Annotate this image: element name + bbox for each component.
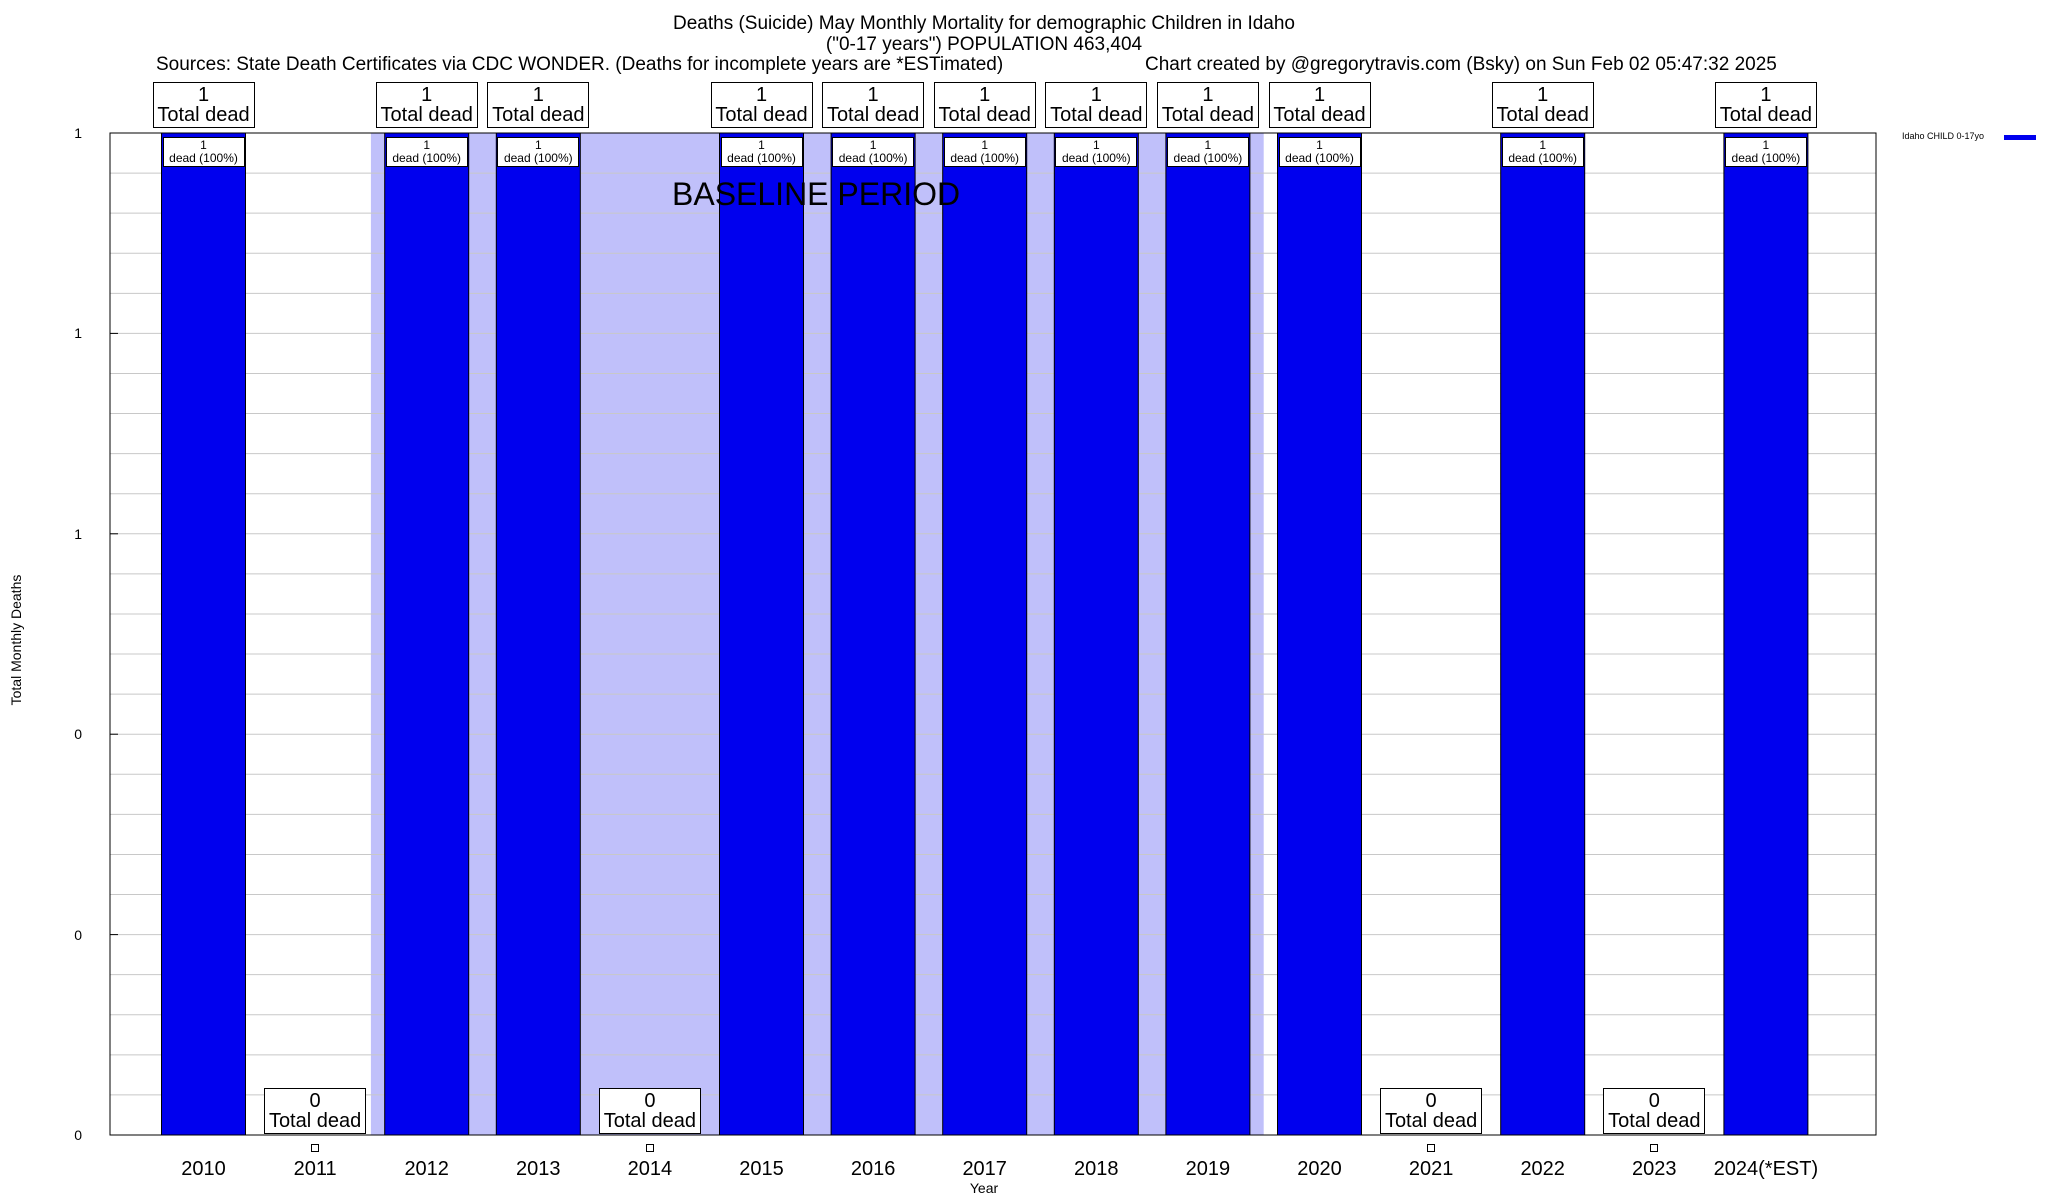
y-tick-label: 0 — [74, 1127, 82, 1143]
x-tick-label: 2023 — [1632, 1158, 1677, 1180]
bar-percent-label: 1 dead (100%) — [385, 137, 468, 167]
total-dead-label: 1 Total dead — [152, 82, 255, 128]
x-tick-label: 2017 — [962, 1158, 1007, 1180]
legend-label: Idaho CHILD 0-17yo — [1902, 131, 1985, 141]
bar-2013 — [495, 132, 581, 1136]
total-dead-label: 1 Total dead — [710, 82, 813, 128]
plot-frame — [109, 132, 1877, 1136]
baseline-period-annotation: BASELINE PERIOD — [672, 176, 961, 212]
x-tick-label: 2013 — [516, 1158, 561, 1180]
total-dead-label: 1 Total dead — [487, 82, 590, 128]
bar-2018 — [1053, 132, 1139, 1136]
total-dead-label: 0 Total dead — [1603, 1088, 1706, 1134]
chart-title-line1: Deaths (Suicide) May Monthly Mortality f… — [673, 13, 1295, 34]
bar-2012 — [384, 132, 470, 1136]
bar-2019 — [1165, 132, 1251, 1136]
bar-2020 — [1277, 132, 1362, 1136]
legend-swatch — [2004, 135, 2036, 140]
x-tick-label: 2015 — [739, 1158, 784, 1180]
x-tick-label: 2019 — [1185, 1158, 1231, 1180]
bar-2017 — [942, 132, 1028, 1136]
bar-percent-label: 1 dead (100%) — [1166, 137, 1249, 167]
bar-2024(*EST) — [1723, 132, 1809, 1136]
chart-sources: Sources: State Death Certificates via CD… — [156, 54, 1004, 75]
y-tick-label: 1 — [74, 325, 82, 342]
y-tick-label: 1 — [74, 525, 82, 542]
bar-percent-label: 1 dead (100%) — [1501, 137, 1584, 167]
x-tick-label: 2022 — [1520, 1158, 1565, 1180]
bar-percent-label: 1 dead (100%) — [832, 137, 915, 167]
x-tick-label: 2021 — [1408, 1158, 1454, 1180]
total-dead-label: 0 Total dead — [598, 1088, 701, 1134]
y-tick-label: 1 — [74, 125, 82, 141]
y-axis-label: Total Monthly Deaths — [8, 574, 24, 706]
total-dead-label: 1 Total dead — [1156, 82, 1259, 128]
total-dead-label: 1 Total dead — [933, 82, 1036, 128]
x-tick-label: 2012 — [404, 1158, 449, 1180]
y-tick-label: 0 — [74, 926, 82, 943]
chart-title-line2: ("0-17 years") POPULATION 463,404 — [825, 34, 1143, 55]
bar-2015 — [719, 132, 804, 1136]
zero-point-marker — [645, 1144, 654, 1152]
x-tick-label: 2016 — [850, 1158, 896, 1180]
bar-percent-label: 1 dead (100%) — [1055, 137, 1138, 167]
x-tick-label: 2014 — [627, 1158, 673, 1180]
bar-percent-label: 1 dead (100%) — [162, 137, 245, 167]
zero-point-marker — [311, 1144, 320, 1152]
bar-percent-label: 1 dead (100%) — [497, 137, 580, 167]
bar-percent-label: 1 dead (100%) — [720, 137, 803, 167]
zero-point-marker — [1650, 1144, 1659, 1152]
zero-point-marker — [1427, 1144, 1436, 1152]
total-dead-label: 1 Total dead — [822, 82, 925, 128]
y-tick-label: 0 — [74, 726, 82, 743]
total-dead-label: 1 Total dead — [1714, 82, 1817, 128]
x-axis-label: Year — [969, 1180, 999, 1196]
bar-2022 — [1500, 132, 1586, 1136]
total-dead-label: 1 Total dead — [375, 82, 478, 128]
chart-credit: Chart created by @gregorytravis.com (Bsk… — [1145, 54, 1777, 75]
total-dead-label: 0 Total dead — [1380, 1088, 1483, 1134]
x-tick-label: 2010 — [181, 1158, 226, 1180]
total-dead-label: 0 Total dead — [264, 1088, 367, 1134]
bar-percent-label: 1 dead (100%) — [1724, 137, 1807, 167]
total-dead-label: 1 Total dead — [1491, 82, 1594, 128]
bar-2016 — [830, 132, 916, 1136]
x-tick-label: 2024(*EST) — [1713, 1158, 1819, 1180]
bar-2010 — [161, 132, 246, 1136]
x-tick-label: 2018 — [1074, 1158, 1119, 1180]
bar-percent-label: 1 dead (100%) — [1278, 137, 1361, 167]
bar-layer — [161, 132, 1809, 1136]
total-dead-label: 1 Total dead — [1268, 82, 1371, 128]
bar-percent-label: 1 dead (100%) — [943, 137, 1026, 167]
x-tick-label: 2020 — [1297, 1158, 1342, 1180]
total-dead-label: 1 Total dead — [1045, 82, 1148, 128]
x-tick-label: 2011 — [293, 1158, 337, 1180]
